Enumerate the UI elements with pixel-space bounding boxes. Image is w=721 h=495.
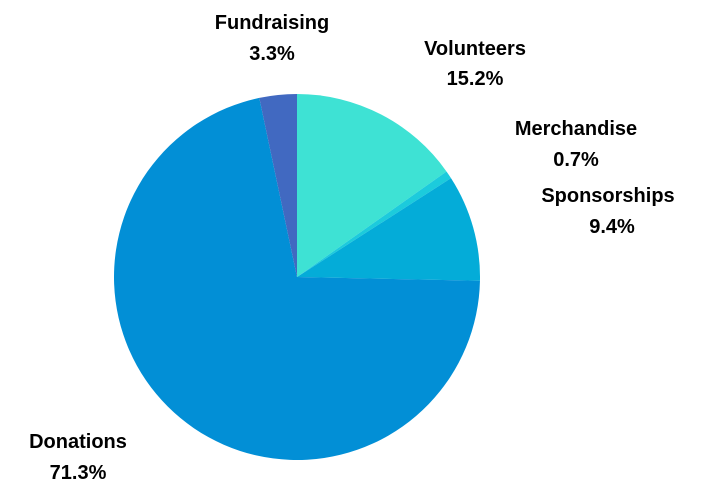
slice-percent-sponsorships: 9.4% [589, 216, 635, 238]
pie-labels: Volunteers 15.2% Merchandise 0.7% Sponsorshi… [29, 12, 675, 484]
slice-label-merchandise: Merchandise [515, 118, 637, 140]
pie-slice-fundraising [259, 94, 297, 277]
pie-slices [113, 94, 480, 461]
pie-slice-volunteers [297, 94, 447, 277]
slice-label-sponsorships: Sponsorships [541, 185, 674, 207]
slice-label-volunteers: Volunteers [424, 38, 526, 60]
pie-slice-sponsorships [297, 178, 480, 281]
slice-percent-volunteers: 15.2% [447, 68, 504, 90]
slice-percent-merchandise: 0.7% [553, 149, 599, 171]
pie-slice-donations [113, 97, 480, 461]
slice-label-fundraising: Fundraising [215, 12, 329, 34]
slice-percent-donations: 71.3% [50, 462, 107, 484]
pie-slice-merchandise [297, 171, 451, 277]
slice-label-donations: Donations [29, 431, 127, 453]
slice-percent-fundraising: 3.3% [249, 43, 295, 65]
